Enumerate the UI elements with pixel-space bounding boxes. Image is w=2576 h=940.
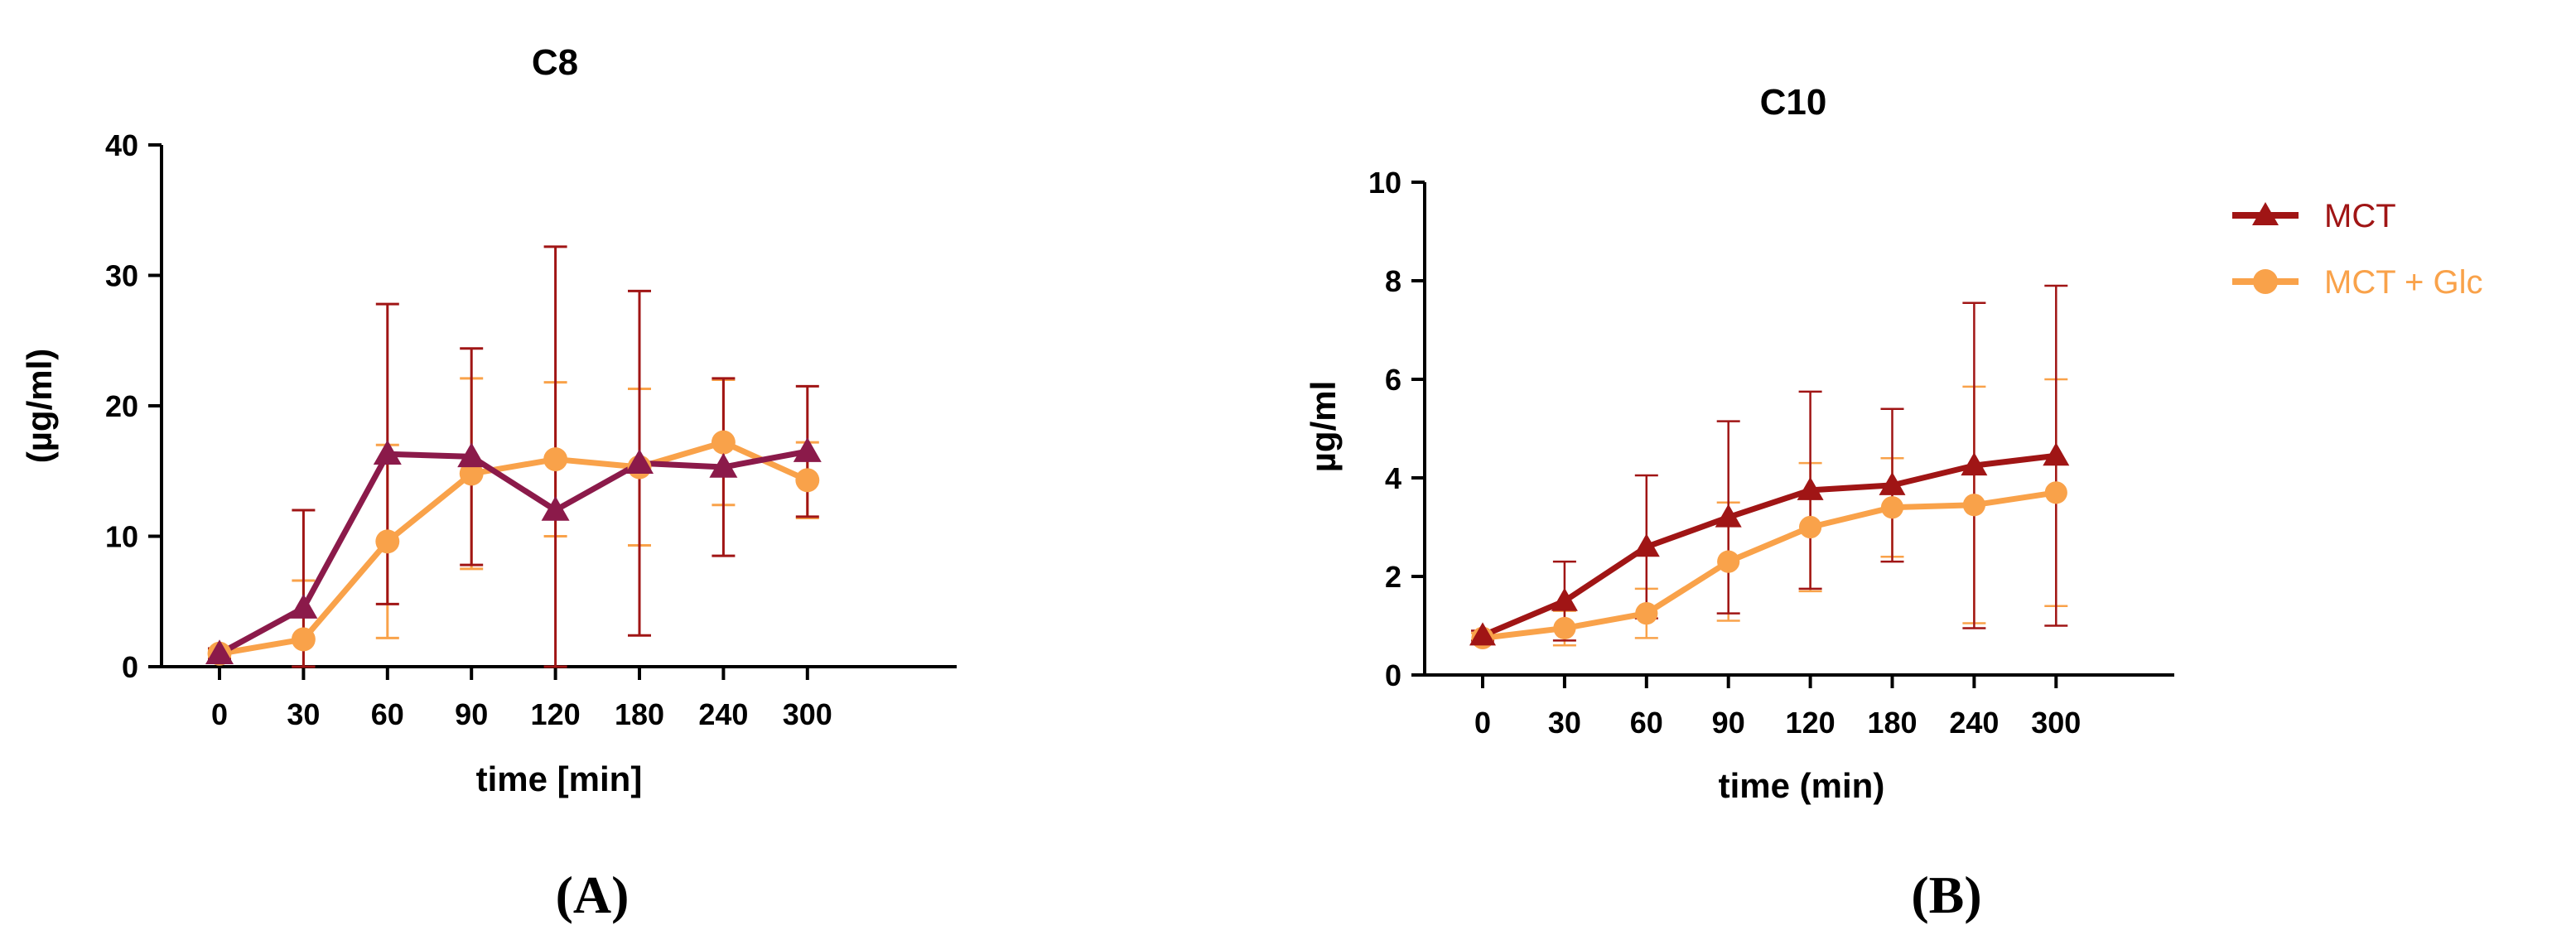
data-point-mct-glc [1717,550,1740,573]
chart-b-ytick-label: 4 [1385,461,1401,495]
chart-a-title: C8 [532,42,578,83]
chart-b-xtick-label: 60 [1630,706,1663,740]
chart-a-series-line-mct [216,448,811,657]
data-point-mct-glc [711,430,736,455]
data-point-mct [625,449,654,475]
data-point-mct [1469,622,1496,646]
chart-a-xtick-label: 60 [371,697,404,731]
chart-a-ytick-label: 10 [105,520,138,554]
chart-a-xtick-label: 180 [615,697,664,731]
chart-a-xtick-label: 30 [287,697,320,731]
data-point-mct [1797,476,1824,500]
data-point-mct-glc [1553,616,1576,640]
legend: MCT MCT + Glc [2232,198,2483,301]
data-point-mct [2043,442,2070,466]
data-point-mct-glc [795,468,820,493]
data-point-mct-glc [459,461,484,486]
data-point-mct-glc [2044,481,2067,504]
chart-a-xtick-label: 120 [531,697,581,731]
chart-b-series-line-mct [1479,452,2059,639]
chart-a-markers-mct [205,437,822,664]
chart-b-plot: 0 2 4 6 8 10 0 30 60 90 120 180 240 300 [1368,166,2174,740]
chart-b-ytick-label: 2 [1385,560,1401,594]
chart-a-ylabel: (µg/ml) [20,349,59,464]
chart-b-xtick-label: 90 [1712,706,1745,740]
legend-marker-mct-glc [2253,269,2278,294]
chart-a-xlabel: time [min] [476,759,643,798]
legend-item-mct-glc: MCT + Glc [2232,264,2483,301]
chart-b-xtick-label: 300 [2031,706,2081,740]
panel-label-a: (A) [556,865,630,924]
data-point-mct [205,639,234,664]
data-point-mct-glc [375,529,400,554]
chart-b-series-line-mct-glc [1479,489,2059,641]
data-point-mct-glc [543,447,568,472]
panel-label-b: (B) [1911,865,1981,924]
chart-b-xtick-label: 180 [1867,706,1917,740]
chart-a-ytick-label: 30 [105,259,138,293]
data-point-mct-glc [1635,602,1658,625]
chart-b-title: C10 [1760,82,1827,123]
chart-a-xtick-label: 300 [783,697,832,731]
data-point-mct [289,594,318,619]
data-point-mct [457,442,486,468]
legend-marker-mct [2252,202,2279,225]
data-point-mct [1715,504,1742,528]
chart-b-xlabel: time (min) [1719,766,1885,805]
chart-b-ytick-label: 8 [1385,264,1401,298]
data-point-mct [1961,452,1988,476]
chart-b-xtick-label: 30 [1548,706,1581,740]
data-point-mct [541,496,570,521]
data-point-mct [1633,533,1660,557]
data-point-mct-glc [291,627,316,652]
data-point-mct [1551,587,1578,611]
chart-a-plot: 0 10 20 30 40 0 30 60 90 120 180 240 300 [105,128,957,731]
chart-a-ytick-label: 0 [122,650,138,684]
data-point-mct [793,437,822,462]
chart-a-ytick-label: 40 [105,128,138,162]
data-point-mct [709,453,738,478]
chart-b-ytick-label: 10 [1368,166,1401,200]
chart-b-xtick-label: 120 [1786,706,1836,740]
data-point-mct [1879,471,1906,495]
chart-b-ytick-label: 0 [1385,658,1401,692]
legend-label-mct-glc: MCT + Glc [2324,264,2483,301]
chart-a-xtick-label: 240 [698,697,748,731]
data-point-mct-glc [1962,494,1985,517]
data-point-mct-glc [1880,496,1904,519]
chart-b-ytick-label: 6 [1385,363,1401,397]
chart-a-ytick-label: 20 [105,389,138,423]
chart-b-ylabel: µg/ml [1304,381,1343,473]
chart-b-markers-mct [1469,442,2070,646]
chart-b-xtick-label: 0 [1474,706,1491,740]
data-point-mct-glc [1799,515,1822,539]
legend-item-mct: MCT [2232,198,2396,234]
chart-a-series-line-mct-glc [216,439,811,657]
chart-a-xtick-label: 0 [211,697,228,731]
chart-b-xtick-label: 240 [1949,706,1999,740]
chart-a-xtick-label: 90 [455,697,488,731]
legend-label-mct: MCT [2324,198,2396,234]
chart-a-errorbars-mct-glc [208,377,819,668]
data-point-mct [373,440,402,465]
